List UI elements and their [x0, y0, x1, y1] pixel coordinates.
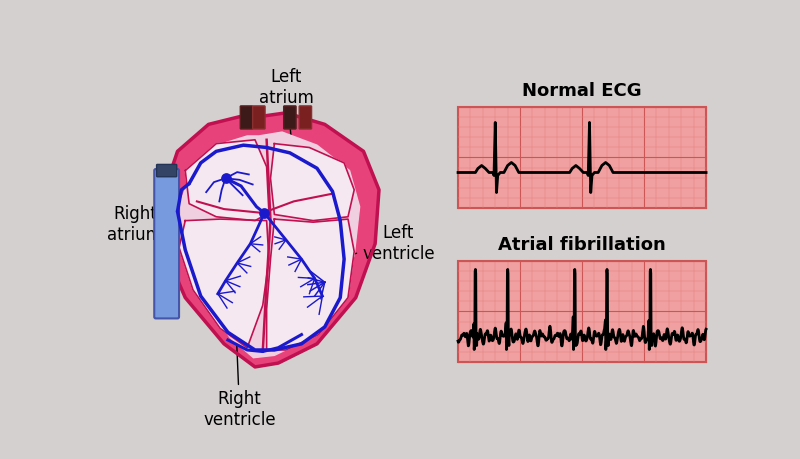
- Polygon shape: [162, 113, 379, 367]
- Text: Left
atrium: Left atrium: [258, 68, 314, 160]
- Text: Normal ECG: Normal ECG: [522, 82, 642, 100]
- FancyBboxPatch shape: [154, 169, 179, 319]
- Polygon shape: [266, 219, 354, 350]
- Polygon shape: [270, 144, 354, 221]
- FancyBboxPatch shape: [253, 106, 265, 129]
- Text: Atrial fibrillation: Atrial fibrillation: [498, 236, 666, 254]
- Polygon shape: [179, 132, 360, 358]
- Bar: [458, 107, 706, 207]
- Text: Left
ventricle: Left ventricle: [334, 224, 434, 263]
- FancyBboxPatch shape: [240, 106, 253, 129]
- Text: Right
atrium: Right atrium: [107, 200, 207, 244]
- Polygon shape: [179, 219, 269, 347]
- FancyBboxPatch shape: [284, 106, 296, 129]
- FancyBboxPatch shape: [157, 164, 177, 177]
- Point: [219, 174, 232, 182]
- Text: Right
ventricle: Right ventricle: [203, 319, 276, 429]
- Bar: [458, 262, 706, 362]
- FancyBboxPatch shape: [299, 106, 311, 129]
- Point: [258, 209, 270, 217]
- Polygon shape: [186, 140, 269, 221]
